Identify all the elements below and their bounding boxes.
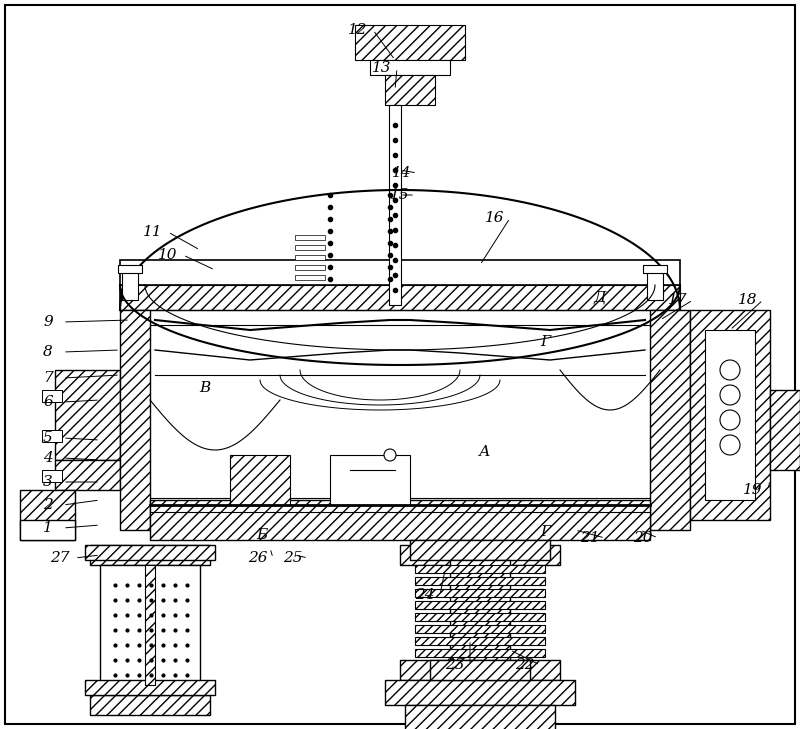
Bar — [85, 545, 215, 560]
Bar — [120, 285, 680, 310]
Bar — [90, 545, 210, 565]
Text: Б: Б — [256, 528, 268, 542]
Bar — [415, 601, 545, 609]
Text: 26: 26 — [248, 551, 268, 565]
Bar — [430, 660, 530, 680]
Bar — [370, 60, 450, 75]
Bar — [650, 310, 690, 530]
Text: 25: 25 — [283, 551, 302, 565]
Text: 21: 21 — [580, 531, 600, 545]
Text: 22: 22 — [515, 658, 534, 672]
Text: 19: 19 — [743, 483, 762, 497]
Bar — [385, 680, 575, 705]
Bar — [415, 565, 545, 573]
Bar — [122, 270, 138, 300]
Bar — [415, 589, 545, 597]
Bar — [410, 540, 550, 560]
Bar — [405, 705, 555, 729]
Text: 24: 24 — [415, 588, 434, 602]
Bar — [415, 649, 545, 657]
Bar — [330, 455, 410, 505]
Text: 10: 10 — [158, 248, 178, 262]
Bar — [20, 490, 75, 540]
Bar — [230, 455, 290, 505]
Text: Г: Г — [540, 525, 550, 539]
Text: 15: 15 — [390, 188, 410, 202]
Bar — [389, 105, 401, 305]
Bar — [55, 460, 120, 490]
Bar — [295, 255, 325, 260]
Text: 12: 12 — [348, 23, 368, 37]
Text: 18: 18 — [738, 293, 758, 307]
Circle shape — [384, 449, 396, 461]
Bar — [770, 390, 800, 470]
Bar — [647, 270, 663, 300]
Bar — [385, 75, 435, 105]
Bar — [118, 265, 142, 273]
Bar — [400, 660, 560, 680]
Text: 13: 13 — [372, 61, 392, 75]
Bar — [295, 235, 325, 240]
Text: 3: 3 — [43, 475, 53, 489]
Bar — [355, 25, 465, 60]
Bar — [415, 625, 545, 633]
Text: 17: 17 — [668, 293, 688, 307]
Text: 16: 16 — [486, 211, 505, 225]
Bar — [295, 245, 325, 250]
Text: В: В — [199, 381, 210, 395]
Bar — [450, 560, 510, 660]
Text: 23: 23 — [446, 658, 465, 672]
Text: Д: Д — [594, 290, 606, 304]
Bar — [42, 430, 62, 442]
Bar — [690, 310, 770, 520]
Bar — [150, 500, 650, 540]
Text: 20: 20 — [634, 531, 653, 545]
Bar — [295, 265, 325, 270]
Bar — [643, 265, 667, 273]
Bar — [120, 285, 680, 310]
Text: 7: 7 — [43, 371, 53, 385]
Text: А: А — [479, 445, 490, 459]
Bar — [705, 330, 755, 500]
Text: Г: Г — [540, 335, 550, 349]
Bar — [120, 260, 680, 285]
Bar — [42, 390, 62, 402]
Bar — [145, 565, 155, 685]
Bar — [400, 545, 560, 565]
Text: 11: 11 — [143, 225, 162, 239]
Text: 2: 2 — [43, 498, 53, 512]
Bar — [55, 370, 120, 460]
Text: 1: 1 — [43, 521, 53, 535]
Text: 5: 5 — [43, 431, 53, 445]
Text: 8: 8 — [43, 345, 53, 359]
Bar — [120, 310, 150, 530]
Bar — [295, 275, 325, 280]
Bar — [20, 520, 75, 540]
Bar — [85, 680, 215, 695]
Text: 14: 14 — [392, 166, 412, 180]
Bar — [415, 577, 545, 585]
Bar — [100, 565, 200, 695]
Bar — [42, 470, 62, 482]
Bar — [90, 695, 210, 715]
Text: 6: 6 — [43, 395, 53, 409]
Bar — [415, 613, 545, 621]
Text: 9: 9 — [43, 315, 53, 329]
Bar — [415, 637, 545, 645]
Text: 4: 4 — [43, 451, 53, 465]
Text: 27: 27 — [50, 551, 70, 565]
